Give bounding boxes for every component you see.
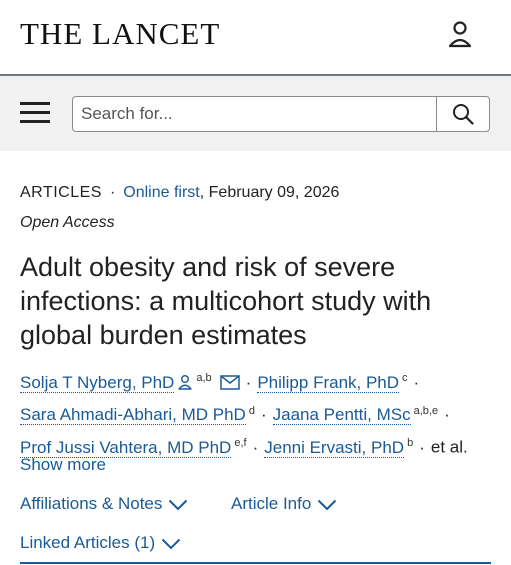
section-divider [20, 562, 491, 564]
article-title: Adult obesity and risk of severe infecti… [20, 252, 432, 350]
author-link[interactable]: Sara Ahmadi-Abhari, MD PhD [20, 405, 246, 426]
author-link[interactable]: Prof Jussi Vahtera, MD PhD [20, 437, 232, 458]
author-separator: · [419, 437, 425, 457]
open-access-label: Open Access [20, 214, 115, 231]
magnifier-icon [453, 104, 474, 125]
article-meta: ARTICLES · Online first, February 09, 2026 [20, 184, 339, 202]
search-box [72, 96, 490, 132]
person-icon[interactable] [447, 20, 473, 48]
show-more-button[interactable]: Show more [20, 455, 106, 474]
author-link[interactable]: Philipp Frank, PhD [257, 372, 400, 393]
article-type[interactable]: ARTICLES [20, 184, 102, 201]
chevron-down-icon [161, 538, 181, 549]
article-info-label: Article Info [231, 494, 312, 513]
chevron-down-icon [318, 499, 337, 510]
author-separator: · [444, 405, 450, 425]
author-link[interactable]: Jenni Ervasti, PhD [264, 437, 405, 458]
search-button[interactable] [436, 97, 489, 131]
author-separator: · [252, 437, 259, 457]
affiliation-sup: e,f [234, 437, 247, 450]
author-separator: · [245, 372, 252, 392]
et-al: et al. [430, 437, 468, 457]
corresponding-author-icon [178, 374, 193, 390]
email-icon[interactable] [219, 374, 240, 390]
author-separator: · [260, 405, 267, 425]
affiliations-label: Affiliations & Notes [20, 494, 163, 513]
affiliation-sup: a,b [196, 372, 212, 384]
meta-separator: · [109, 184, 116, 201]
linked-articles-label: Linked Articles (1) [20, 533, 156, 552]
hamburger-icon[interactable] [20, 101, 52, 125]
online-first-link[interactable]: Online first [123, 184, 200, 201]
chevron-down-icon [169, 499, 188, 510]
affiliation-sup: d [248, 404, 255, 417]
author-link[interactable]: Solja T Nyberg, PhD [20, 372, 175, 393]
top-header: THE LANCET [0, 0, 511, 76]
affiliations-toggle[interactable]: Affiliations & Notes [20, 494, 188, 514]
article-info-toggle[interactable]: Article Info [231, 494, 337, 514]
author-separator: · [413, 372, 420, 392]
author-list: Solja T Nyberg, PhD a,b · Philipp Frank, Ph… [20, 364, 500, 462]
search-input[interactable] [73, 97, 436, 131]
site-logo[interactable]: THE LANCET [20, 16, 221, 51]
affiliation-sup: a,b,e [413, 404, 439, 417]
linked-articles-toggle[interactable]: Linked Articles (1) [20, 533, 181, 553]
author-link[interactable]: Jaana Pentti, MSc [272, 405, 411, 426]
publication-date: , February 09, 2026 [199, 184, 340, 201]
affiliation-sup: c [402, 372, 408, 384]
affiliation-sup: b [407, 437, 414, 450]
